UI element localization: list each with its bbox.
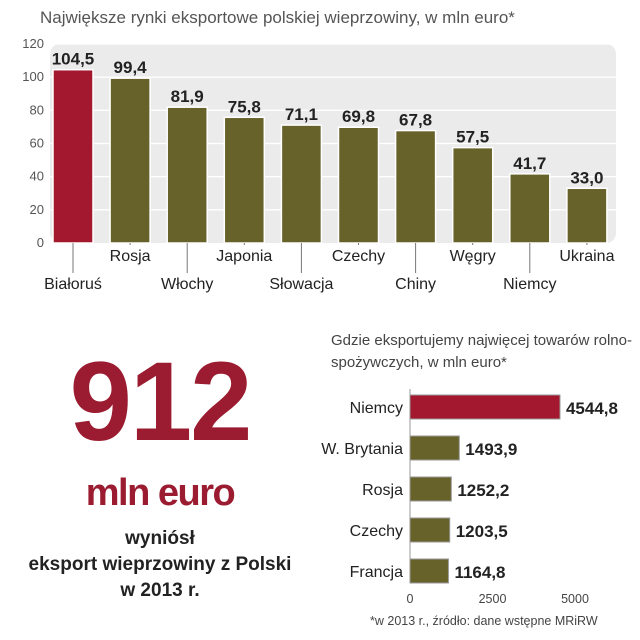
x-category-label: Czechy [332,248,385,265]
data-label: 1252,2 [457,481,509,500]
data-label: 69,8 [342,107,375,126]
x-category-label: Węgry [450,248,496,265]
y-tick-label: 40 [30,169,44,184]
y-tick-label: 80 [30,102,44,117]
bar [451,146,494,244]
headline-caption-line: eksport wieprzowiny z Polski [28,554,292,575]
bar [409,558,449,584]
bar [223,116,266,244]
horizontal-bar-chart: Niemcy 4544,8 W. Brytania 1493,9 Rosja 1252,2… [321,389,618,606]
bar [337,126,380,244]
bar [566,187,608,244]
y-category-label: Niemcy [350,400,403,417]
bar [52,68,94,244]
bar [109,77,151,244]
x-category-label: Rosja [110,248,151,265]
x-category-label: Słowacja [269,276,333,293]
data-label: 81,9 [171,87,204,106]
bar [280,124,323,244]
bar [409,476,452,502]
x-tick-label: 5000 [561,592,589,606]
y-category-label: Francja [350,564,403,581]
data-label: 57,5 [456,128,489,147]
x-tick-label: 0 [407,592,414,606]
headline-number: 912 [69,339,253,464]
y-category-label: W. Brytania [321,441,403,458]
bar [409,435,460,461]
y-tick-label: 120 [22,36,44,51]
x-tick-label: 2500 [479,592,507,606]
data-label: 1493,9 [465,440,517,459]
bar [409,517,451,543]
chart2-title: Gdzie eksportujemy najwięcej towarów rol… [331,332,632,371]
y-tick-label: 20 [30,202,44,217]
footnote: *w 2013 r., źródło: dane wstępne MRiRW [370,614,598,628]
bar [409,394,561,420]
data-label: 75,8 [228,97,261,116]
data-label: 33,0 [570,168,603,187]
y-category-label: Rosja [362,482,403,499]
x-category-label: Chiny [395,276,436,293]
bar [509,173,551,244]
y-tick-label: 0 [37,235,44,250]
data-label: 104,5 [52,50,95,69]
headline-caption-line: w 2013 r. [120,580,200,601]
vertical-bar-chart: 0 20 40 60 80 100 120 104,5 Białoruś 99,4 Rosja 81,… [22,36,616,293]
data-label: 67,8 [399,111,432,130]
data-label: 1164,8 [454,563,505,582]
bar [394,129,437,244]
data-label: 4544,8 [566,399,618,418]
y-tick-label: 60 [30,136,44,151]
headline-caption: wyniósł eksport wieprzowiny z Polski w 2… [5,526,315,604]
chart1-title: Największe rynki eksportowe polskiej wie… [40,8,515,27]
x-category-label: Białoruś [44,276,102,293]
x-category-label: Ukraina [559,248,614,265]
bar [166,106,208,244]
data-label: 71,1 [285,105,318,124]
y-category-label: Czechy [350,523,403,540]
x-category-label: Japonia [216,248,272,265]
data-label: 99,4 [114,58,148,77]
data-label: 1203,5 [456,522,508,541]
x-category-label: Niemcy [503,276,556,293]
headline-caption-line: wyniósł [125,528,195,549]
data-label: 41,7 [513,154,546,173]
x-category-label: Włochy [161,276,213,293]
y-tick-label: 100 [22,69,44,84]
headline-unit: mln euro [85,472,236,514]
